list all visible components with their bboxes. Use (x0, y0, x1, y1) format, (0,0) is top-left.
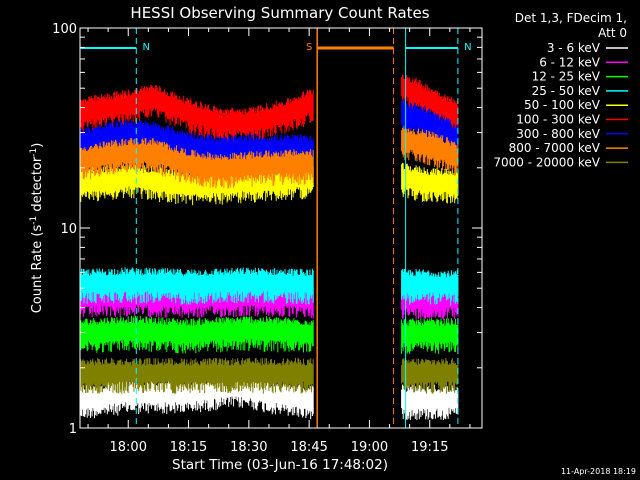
legend-label: 300 - 800 keV (516, 127, 600, 141)
annotation-label-2: S (306, 42, 312, 53)
legend-label: 800 - 7000 keV (509, 141, 601, 155)
chart-title: HESSI Observing Summary Count Rates (130, 4, 429, 22)
y-axis-label-main: Count Rate (s (30, 225, 45, 314)
series-trace-3-segment-1 (401, 269, 459, 306)
series-trace-2-segment-1 (401, 318, 459, 354)
timestamp: 11-Apr-2018 18:19 (561, 467, 636, 476)
legend-header-line-2: Att 0 (598, 26, 627, 40)
legend-label: 6 - 12 keV (539, 55, 601, 69)
y-axis-label-mid: detector (30, 156, 45, 216)
x-tick-label: 19:15 (411, 440, 448, 455)
series-trace-4-segment-1 (401, 162, 459, 204)
y-tick-label: 10 (60, 222, 77, 237)
annotation-label-0: N (143, 42, 150, 53)
y-tick-label: 100 (52, 22, 77, 37)
y-axis-label-exp-1: -1 (29, 216, 39, 225)
y-axis-label: Count Rate (s-1 detector-1) (29, 143, 45, 314)
legend-label: 3 - 6 keV (547, 41, 601, 55)
series-trace-6-segment-1 (401, 99, 459, 156)
y-axis-label-end: ) (30, 143, 45, 148)
y-tick-label: 1 (69, 422, 77, 437)
legend-label: 50 - 100 keV (524, 98, 601, 112)
x-tick-label: 19:00 (351, 440, 388, 455)
x-axis-label: Start Time (03-Jun-16 17:48:02) (172, 457, 388, 473)
legend-label: 12 - 25 keV (532, 70, 601, 84)
x-tick-label: 18:45 (290, 440, 327, 455)
x-axis-ticks: 18:00 18:15 18:30 18:45 19:00 19:15 (87, 28, 471, 455)
legend-header-line-1: Det 1,3, FDecim 1, (515, 11, 627, 25)
y-axis-ticks: 1 10 100 (52, 22, 482, 437)
series-12-25-kev (79, 315, 459, 355)
y-axis-label-exp-2: -1 (29, 148, 39, 157)
legend-label: 7000 - 20000 keV (493, 155, 600, 169)
series-trace-8-segment-1 (401, 358, 459, 394)
series-trace-0-segment-1 (401, 384, 459, 421)
annotation-label-1: N (464, 42, 471, 53)
x-tick-label: 18:00 (110, 440, 147, 455)
legend-label: 25 - 50 keV (532, 84, 601, 98)
legend-label: 100 - 300 keV (516, 113, 600, 127)
x-tick-label: 18:30 (230, 440, 267, 455)
series-trace-7-segment-1 (401, 125, 459, 176)
series-trace-5-segment-1 (401, 74, 459, 134)
x-tick-label: 18:15 (170, 440, 207, 455)
plot-area (79, 74, 459, 421)
